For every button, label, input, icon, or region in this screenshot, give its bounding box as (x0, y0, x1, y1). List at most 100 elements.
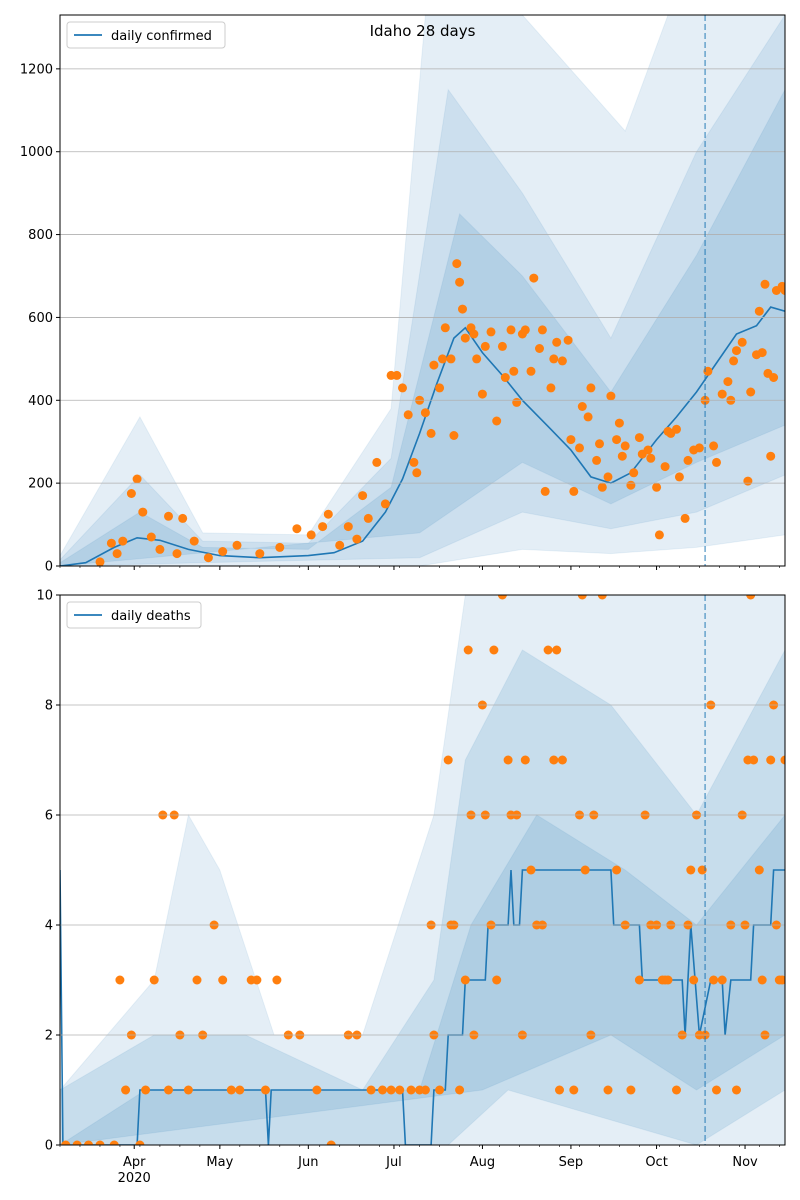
data-point (486, 327, 496, 337)
data-point (426, 428, 436, 438)
data-point (606, 391, 616, 401)
data-point (746, 387, 756, 397)
data-point (575, 443, 584, 453)
y-tick-label: 1000 (20, 145, 53, 160)
data-point (358, 491, 368, 501)
data-point (729, 356, 739, 366)
data-point (660, 462, 670, 472)
data-point (672, 1085, 681, 1095)
data-point (643, 445, 653, 455)
confidence-band-1 (60, 649, 785, 1145)
data-point (580, 865, 590, 875)
data-point (135, 1140, 145, 1145)
data-point (717, 975, 727, 985)
data-point (583, 412, 593, 422)
data-point (777, 975, 785, 985)
confidence-band-0 (60, 15, 785, 566)
data-point (503, 755, 513, 765)
x-tick-label: Sep (559, 1155, 584, 1170)
data-point (252, 975, 262, 985)
data-point (275, 542, 285, 552)
data-point (612, 435, 622, 445)
data-point (164, 1085, 173, 1095)
data-point (261, 1085, 270, 1095)
data-point (603, 1085, 613, 1095)
data-point (480, 341, 490, 351)
data-point (420, 1085, 430, 1095)
data-point (318, 522, 328, 532)
y-tick-label: 800 (28, 228, 53, 243)
confidence-band-2 (60, 89, 785, 566)
data-point (563, 335, 573, 345)
data-point (452, 259, 462, 269)
data-point (717, 389, 727, 399)
data-point (218, 975, 228, 985)
data-point (443, 755, 453, 765)
data-point (712, 1085, 721, 1095)
data-point (552, 645, 562, 655)
data-point (438, 354, 447, 364)
data-point (141, 1085, 151, 1095)
data-point (555, 1085, 564, 1095)
data-point (395, 1085, 405, 1095)
data-point (492, 416, 502, 426)
data-point (732, 346, 741, 356)
data-point (403, 410, 413, 420)
data-point (458, 304, 467, 314)
data-point (112, 549, 122, 559)
data-point (612, 865, 622, 875)
data-point (95, 557, 105, 566)
y-tick-label: 8 (45, 699, 53, 714)
data-point (255, 549, 265, 559)
chart-title: Idaho 28 days (370, 22, 476, 40)
data-point (780, 755, 785, 765)
data-point (429, 360, 439, 370)
data-point (629, 468, 639, 478)
y-tick-label: 0 (45, 560, 53, 575)
data-point (569, 1085, 579, 1095)
data-point (203, 553, 213, 563)
data-point (497, 595, 507, 600)
x-tick-label: Apr (123, 1155, 146, 1170)
data-point (577, 402, 587, 411)
data-point (138, 507, 148, 517)
data-point (380, 499, 390, 509)
data-point (500, 373, 510, 382)
data-point (469, 329, 479, 339)
data-point (460, 333, 470, 343)
data-point (620, 441, 630, 451)
data-point (626, 1085, 636, 1095)
data-point (449, 431, 459, 440)
data-point (335, 540, 345, 550)
data-point (121, 1085, 131, 1095)
data-point (189, 536, 199, 546)
data-point (366, 1085, 376, 1095)
data-point (529, 273, 539, 283)
data-point (72, 1140, 82, 1145)
data-point (569, 486, 579, 496)
data-point (652, 482, 662, 492)
data-point (126, 489, 136, 498)
data-point (506, 325, 516, 335)
x-tick-label: Jul (385, 1155, 402, 1170)
data-point (595, 439, 604, 449)
data-point (512, 397, 522, 407)
y-tick-label: 10 (36, 589, 53, 604)
data-point (489, 645, 499, 655)
data-point (549, 354, 559, 364)
legend-box (66, 21, 226, 49)
data-point (663, 975, 673, 985)
data-point (398, 383, 407, 393)
data-point (546, 383, 556, 393)
data-point (435, 1085, 445, 1095)
legend: daily confirmed (66, 21, 226, 49)
data-point (709, 441, 719, 451)
data-point (749, 755, 759, 765)
data-point (132, 474, 142, 484)
data-point (115, 975, 125, 985)
data-point (292, 524, 302, 534)
data-point (557, 356, 567, 366)
data-point (146, 532, 156, 542)
